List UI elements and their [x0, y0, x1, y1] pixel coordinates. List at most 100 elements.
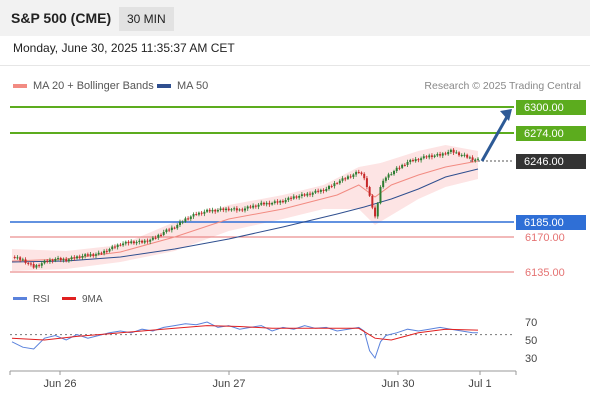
rsi-tick-label-70: 70 [525, 317, 537, 329]
candle-body [151, 237, 154, 240]
ma9-swatch-icon [62, 297, 76, 300]
candle-body [290, 197, 293, 199]
rsi-ma9-line [11, 325, 479, 341]
candle-body [346, 176, 349, 179]
candle-body [303, 194, 306, 196]
candle-body [170, 227, 173, 231]
x-tick-label: Jun 30 [381, 378, 414, 390]
rsi-tick-label-50: 50 [525, 335, 537, 347]
candle-body [433, 155, 436, 157]
candle-body [184, 218, 187, 222]
candle-body [206, 209, 209, 212]
candle-body [138, 240, 141, 242]
candle-body [436, 154, 439, 156]
candle-body [208, 209, 211, 212]
candle-body [149, 239, 152, 242]
candle-body [344, 178, 347, 180]
candle-body [327, 186, 330, 189]
legend-label-ma50: MA 50 [177, 80, 209, 92]
candle-body [252, 205, 255, 208]
candle-body [420, 158, 423, 161]
candle-body [178, 221, 181, 225]
candle-body [54, 259, 57, 261]
candle-body [352, 174, 355, 177]
candle-body [59, 258, 62, 261]
candle-body [51, 259, 54, 261]
candle-body [157, 234, 160, 238]
level-label-0: 6300.00 [524, 102, 564, 114]
legend-label-ma20: MA 20 + Bollinger Bands [33, 80, 154, 92]
candle-body [65, 259, 68, 262]
candle-body [357, 172, 360, 174]
candle-body [113, 246, 116, 248]
candle-body [135, 242, 138, 244]
candle-body [89, 254, 92, 256]
candle-body [281, 200, 284, 203]
x-tick-label: Jun 26 [43, 378, 76, 390]
candle-body [430, 155, 433, 157]
candle-body [235, 208, 238, 211]
candle-body [21, 259, 24, 261]
candle-body [143, 240, 146, 243]
candle-body [27, 262, 30, 264]
candle-body [24, 259, 27, 263]
candle-body [249, 206, 252, 208]
candle-body [78, 256, 81, 258]
candle-body [168, 229, 171, 231]
candle-body [154, 237, 157, 239]
timestamp-label: Monday, June 30, 2025 11:35:37 AM CET [13, 41, 235, 55]
candle-body [341, 178, 344, 181]
candle-body [203, 211, 206, 214]
candle-body [444, 153, 447, 155]
legend-item-ma20: MA 20 + Bollinger Bands [13, 80, 154, 92]
candle-body [211, 209, 214, 212]
timeframe-button[interactable]: 30 MIN [119, 7, 174, 31]
candle-body [192, 214, 195, 217]
candle-body [455, 152, 458, 154]
candle-body [349, 176, 352, 178]
level-label-support-4: 6170.00 [525, 232, 565, 244]
candle-body [441, 153, 444, 156]
candle-body [336, 183, 339, 185]
candle-body [116, 244, 119, 248]
level-label-support-5: 6135.00 [525, 267, 565, 279]
candle-body [13, 257, 16, 258]
candle-body [287, 197, 290, 200]
chart-header: S&P 500 (CME) 30 MIN [0, 0, 590, 36]
candle-body [393, 171, 396, 175]
candle-body [406, 162, 409, 165]
candle-body [40, 263, 43, 266]
candle-body [409, 160, 412, 162]
candle-body [317, 190, 320, 192]
ma50-swatch-icon [157, 84, 171, 89]
candle-body [257, 204, 260, 207]
candle-body [130, 241, 133, 244]
level-label-current: 6246.00 [524, 156, 564, 168]
candle-body [225, 208, 228, 211]
candle-body [398, 167, 401, 169]
candle-body [306, 193, 309, 196]
candle-body [425, 156, 428, 158]
candle-body [414, 159, 417, 162]
ma50-line [11, 168, 479, 263]
candle-body [43, 260, 46, 264]
candle-body [48, 259, 51, 262]
candle-body [439, 154, 442, 156]
candle-body [449, 149, 452, 152]
candle-body [94, 254, 97, 256]
candles-group [13, 148, 479, 270]
candle-body [187, 218, 190, 220]
candle-body [268, 202, 271, 205]
candle-body [276, 201, 279, 203]
rsi-swatch-icon [13, 297, 27, 300]
candle-body [452, 149, 455, 153]
instrument-title: S&P 500 (CME) [11, 10, 112, 26]
candle-body [105, 250, 108, 252]
candle-body [195, 214, 198, 216]
candle-body [197, 212, 200, 215]
candle-body [322, 189, 325, 191]
candle-body [35, 265, 38, 268]
candle-body [333, 183, 336, 187]
candle-body [265, 202, 268, 205]
candle-body [463, 154, 466, 156]
